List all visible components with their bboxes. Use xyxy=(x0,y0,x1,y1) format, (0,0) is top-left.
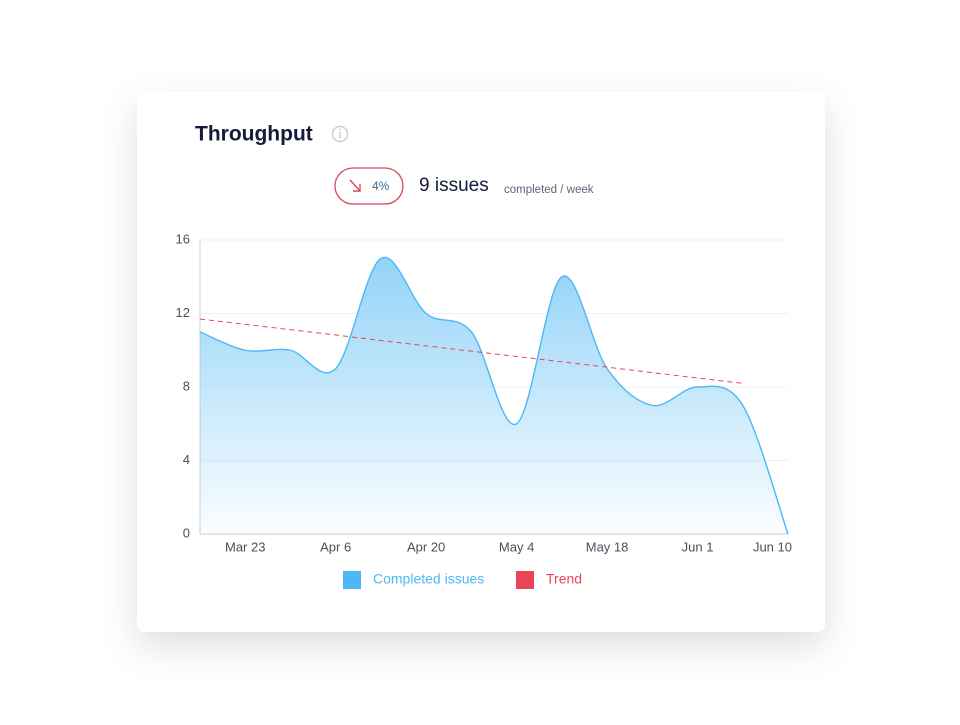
x-tick-label: Jun 1 xyxy=(682,539,714,554)
legend-swatch xyxy=(516,571,534,589)
info-icon[interactable] xyxy=(331,125,349,143)
x-tick-label: Mar 23 xyxy=(225,539,265,554)
x-tick-label: Apr 6 xyxy=(320,539,351,554)
x-tick-label: Jun 10 xyxy=(753,539,792,554)
chart-title: Throughput xyxy=(195,123,313,146)
trend-line xyxy=(199,318,743,384)
legend-label: Trend xyxy=(546,571,582,587)
area-line xyxy=(199,256,789,535)
y-tick-label: 12 xyxy=(176,305,190,320)
legend-swatch xyxy=(343,571,361,589)
y-tick-label: 8 xyxy=(183,378,190,393)
trend-badge xyxy=(334,167,404,205)
x-tick-label: May 18 xyxy=(586,539,629,554)
headline-unit: completed / week xyxy=(504,184,594,196)
area-fill xyxy=(200,257,788,534)
headline: 9 issues xyxy=(419,175,489,196)
x-tick-label: Apr 20 xyxy=(407,539,445,554)
y-tick-label: 4 xyxy=(183,452,190,467)
x-tick-label: May 4 xyxy=(499,539,534,554)
badge-text: 4% xyxy=(372,179,390,193)
legend-label: Completed issues xyxy=(373,571,484,587)
badge-arrow xyxy=(349,179,361,192)
y-tick-label: 16 xyxy=(176,231,190,246)
y-tick-label: 0 xyxy=(183,525,190,540)
